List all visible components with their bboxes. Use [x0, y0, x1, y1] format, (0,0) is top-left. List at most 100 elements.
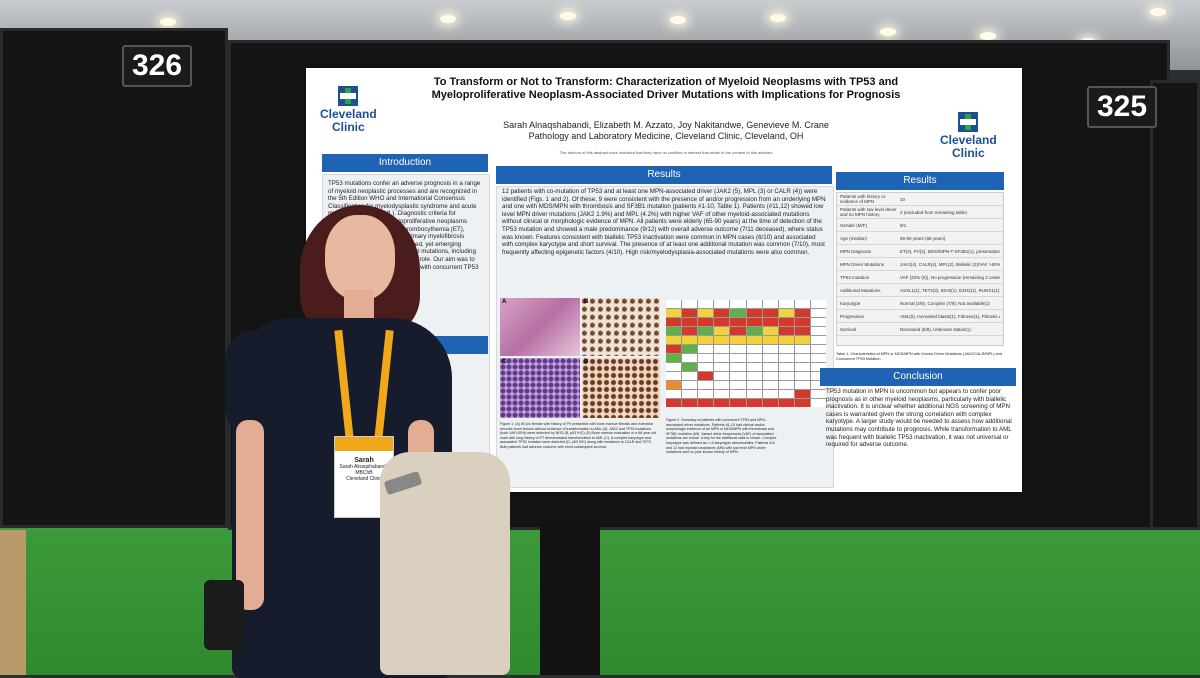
heatmap-cell	[762, 309, 778, 317]
heatmap-cell	[794, 336, 810, 344]
heatmap-cell	[794, 363, 810, 371]
table-cell-value: 2 (excluded from remaining table)	[900, 209, 968, 215]
poster-title: To Transform or Not to Transform: Charac…	[431, 76, 901, 101]
heatmap-cell	[682, 327, 698, 335]
heatmap-cell	[810, 345, 826, 353]
table-cell-value: ET(4), PV(2), MDS/MPN-T-SF3B1(1), presen…	[900, 248, 1000, 254]
heatmap-cell	[746, 399, 762, 407]
heatmap-cell	[778, 309, 794, 317]
heatmap-cell	[698, 309, 714, 317]
background-person-legs	[540, 520, 600, 675]
heatmap-cell	[698, 372, 714, 380]
table-cell-label: Gender (M/F)	[840, 222, 868, 228]
heatmap-cell	[730, 381, 746, 389]
badge-fullname: Sarah Alnaqshabandi, MBChB	[339, 464, 389, 476]
heatmap-cell	[762, 354, 778, 362]
heatmap-cell	[682, 318, 698, 326]
heatmap-cell	[778, 381, 794, 389]
booth-number-right: 325	[1087, 86, 1158, 128]
poster-authors: Sarah Alnaqshabandi, Elizabeth M. Azzato…	[503, 120, 829, 141]
left-sleeve	[225, 330, 275, 430]
table-row: MPN Diagnosis ET(4), PV(2), MDS/MPN-T-SF3…	[837, 245, 1003, 258]
background-person-edge	[0, 530, 26, 675]
ceiling-light	[160, 18, 176, 26]
histology-image-d	[582, 358, 660, 418]
heatmap-cell	[778, 399, 794, 407]
ceiling-light	[670, 16, 686, 24]
heatmap-cell	[794, 300, 810, 308]
table-row: Survival Deceased (6/9), Unknown status(1…	[837, 323, 1003, 336]
heatmap-cell	[746, 327, 762, 335]
results-heading-right: Results	[836, 172, 1004, 190]
table-cell-value: AML(5), Increased blasts(1), Fibrosis(1)…	[900, 313, 1000, 319]
heatmap-cell	[810, 309, 826, 317]
table-row: Additional Mutations ASXL1(1), TET2(2), I…	[837, 284, 1003, 297]
heatmap-cell	[682, 354, 698, 362]
panel-label-d: D	[584, 359, 589, 365]
heatmap-cell	[794, 309, 810, 317]
heatmap-cell	[682, 300, 698, 308]
heatmap-cell	[746, 372, 762, 380]
heatmap-cell	[666, 372, 682, 380]
ceiling-light	[1150, 8, 1166, 16]
heatmap-cell	[666, 318, 682, 326]
table-cell-label: Progression	[840, 313, 865, 319]
heatmap-cell	[810, 381, 826, 389]
heatmap-cell	[714, 327, 730, 335]
heatmap-cell	[714, 390, 730, 398]
heatmap-cell	[730, 372, 746, 380]
heatmap-cell	[762, 300, 778, 308]
badge-header	[335, 437, 393, 451]
table-row: Age (median) 65-90 years (88 years)	[837, 232, 1003, 245]
heatmap-cell	[762, 318, 778, 326]
heatmap-cell	[714, 300, 730, 308]
ceiling-light	[770, 14, 786, 22]
heatmap-cell	[794, 327, 810, 335]
heatmap-cell	[746, 390, 762, 398]
heatmap-cell	[698, 354, 714, 362]
table-row: Gender (M/F) 9/1	[837, 219, 1003, 232]
results-heading: Results	[496, 166, 832, 184]
heatmap-cell	[682, 336, 698, 344]
heatmap-cell	[794, 399, 810, 407]
conclusion-heading: Conclusion	[820, 368, 1016, 386]
table-cell-label: MPN Diagnosis	[840, 248, 872, 254]
heatmap-cell	[762, 372, 778, 380]
figure-1-caption: Figure 1. (A) 84 y/o female with history…	[500, 422, 657, 449]
heatmap-cell	[762, 390, 778, 398]
heatmap-cell	[714, 336, 730, 344]
table-cell-label: Karyotype	[840, 300, 861, 306]
heatmap-cell	[794, 318, 810, 326]
heatmap-cell	[730, 363, 746, 371]
heatmap-cell	[778, 327, 794, 335]
table-caption: Table 1. Characteristics of MPN or MDS/M…	[836, 352, 1002, 361]
heatmap-cell	[666, 336, 682, 344]
left-arm	[236, 420, 264, 610]
table-cell-value: 65-90 years (88 years)	[900, 235, 946, 241]
heatmap-cell	[666, 381, 682, 389]
heatmap-cell	[682, 345, 698, 353]
heatmap-cell	[682, 309, 698, 317]
heatmap-cell	[730, 399, 746, 407]
black-handbag	[204, 580, 244, 650]
results-text: 12 patients with co-mutation of TP53 and…	[502, 188, 826, 256]
heatmap-cell	[810, 372, 826, 380]
heatmap-cell	[698, 345, 714, 353]
heatmap-cell	[778, 345, 794, 353]
histology-image-c	[500, 358, 580, 418]
heatmap-cell	[762, 336, 778, 344]
heatmap-cell	[666, 327, 682, 335]
heatmap-cell	[666, 345, 682, 353]
heatmap-cell	[682, 399, 698, 407]
heatmap-cell	[794, 381, 810, 389]
heatmap-cell	[810, 327, 826, 335]
heatmap-cell	[698, 390, 714, 398]
table-cell-value: 10	[900, 196, 906, 202]
badge-name: Sarah	[354, 457, 374, 464]
ceiling-light	[980, 32, 996, 40]
table-cell-value: VAF (22% (5)), No progression (remaining…	[900, 274, 1000, 280]
mutation-heatmap	[666, 300, 826, 407]
heatmap-cell	[810, 300, 826, 308]
panel-label-b: B	[584, 299, 589, 305]
heatmap-cell	[666, 399, 682, 407]
